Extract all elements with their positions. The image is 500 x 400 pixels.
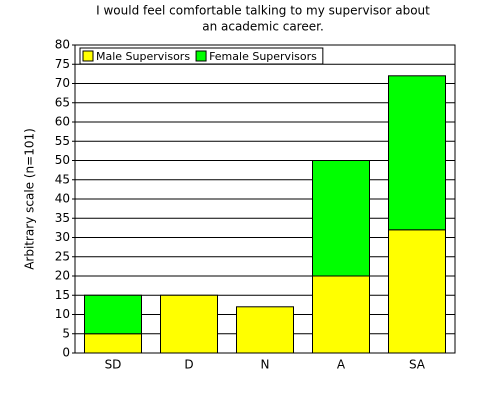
bar-segment [84, 333, 142, 354]
x-tick-label: SA [409, 358, 426, 372]
bar-segment [312, 275, 370, 354]
y-axis-label: Arbitrary scale (n=101) [23, 128, 37, 270]
y-tick-label: 65 [55, 95, 70, 109]
y-tick-label: 45 [55, 172, 70, 186]
y-tick-label: 35 [55, 211, 70, 225]
y-tick-label: 80 [55, 38, 70, 52]
y-tick-label: 75 [55, 57, 70, 71]
y-tick-label: 10 [55, 307, 70, 321]
x-tick-label: N [261, 358, 270, 372]
bar-segment [312, 160, 370, 277]
y-tick-label: 0 [62, 346, 70, 360]
y-tick-label: 25 [55, 249, 70, 263]
y-tick-label: 60 [55, 115, 70, 129]
y-tick-label: 20 [55, 269, 70, 283]
legend-label: Female Supervisors [209, 50, 317, 63]
y-tick-label: 55 [55, 134, 70, 148]
y-tick-label: 30 [55, 230, 70, 244]
y-tick-label: 5 [62, 326, 70, 340]
bar-segment [236, 306, 294, 354]
y-tick-label: 40 [55, 192, 70, 206]
y-tick-label: 15 [55, 288, 70, 302]
y-tick-label: 50 [55, 153, 70, 167]
bar-segment [388, 229, 446, 354]
chart-title: an academic career. [202, 20, 324, 34]
bar-segment [160, 294, 218, 354]
y-tick-label: 70 [55, 76, 70, 90]
chart-title: I would feel comfortable talking to my s… [96, 4, 430, 18]
legend-label: Male Supervisors [96, 50, 190, 63]
bar-segment [388, 75, 446, 231]
legend-swatch [195, 50, 207, 62]
bar-segment [84, 294, 142, 335]
legend-swatch [82, 50, 94, 62]
x-tick-label: SD [105, 358, 122, 372]
x-tick-label: D [184, 358, 193, 372]
x-tick-label: A [337, 358, 346, 372]
